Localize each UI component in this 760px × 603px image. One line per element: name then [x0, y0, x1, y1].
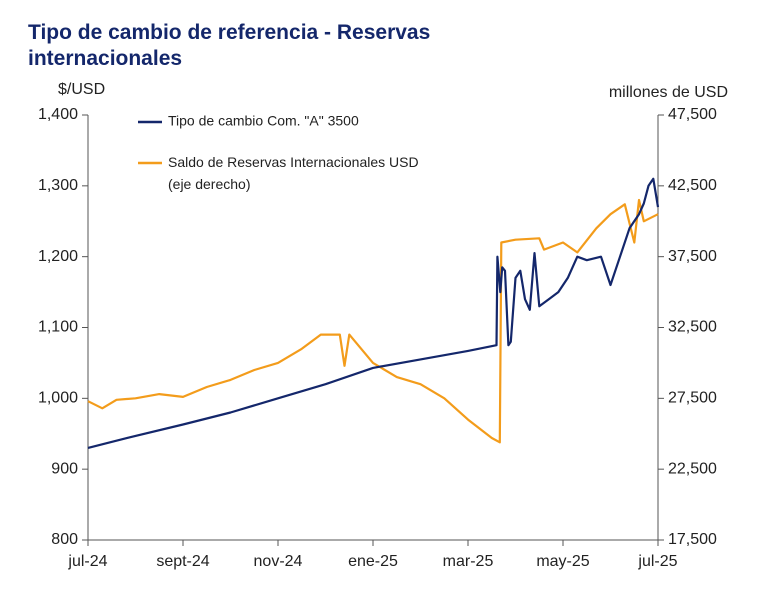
legend-label: Saldo de Reservas Internacionales USD (ej…: [168, 154, 419, 192]
y-tick-label: 1,000: [38, 390, 78, 407]
y2-tick-label: 27,500: [668, 390, 717, 407]
y-tick-label: 900: [51, 460, 78, 477]
y-tick-label: 800: [51, 531, 78, 548]
x-tick-label: nov-24: [254, 553, 303, 570]
y-tick-label: 1,300: [38, 177, 78, 194]
chart-title: Tipo de cambio de referencia - Reservas …: [28, 21, 431, 70]
y-axis-title: $/USD: [58, 81, 105, 98]
x-tick-label: jul-25: [637, 553, 677, 570]
y2-tick-label: 42,500: [668, 177, 717, 194]
y-tick-label: 1,200: [38, 248, 78, 265]
x-tick-label: may-25: [536, 553, 589, 570]
y2-tick-label: 32,500: [668, 319, 717, 336]
x-tick-label: ene-25: [348, 553, 398, 570]
y-tick-label: 1,100: [38, 319, 78, 336]
x-tick-label: sept-24: [156, 553, 209, 570]
y2-axis-title: millones de USD: [609, 84, 728, 101]
y2-tick-label: 37,500: [668, 248, 717, 265]
x-tick-label: mar-25: [443, 553, 494, 570]
y2-tick-label: 47,500: [668, 106, 717, 123]
y2-tick-label: 22,500: [668, 460, 717, 477]
x-tick-label: jul-24: [67, 553, 107, 570]
legend-label: Tipo de cambio Com. "A" 3500: [168, 113, 359, 129]
series-line: [87, 177, 660, 449]
y2-tick-label: 17,500: [668, 531, 717, 548]
y-tick-label: 1,400: [38, 106, 78, 123]
series-line: [87, 198, 659, 444]
